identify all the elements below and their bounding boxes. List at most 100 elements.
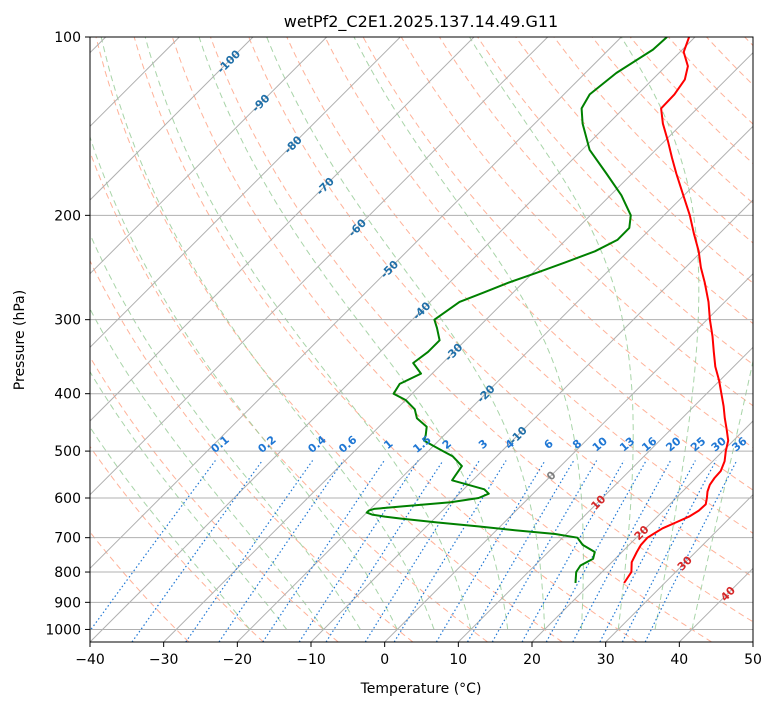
mixing-ratio-line	[545, 460, 647, 642]
isotherm-label: -20	[474, 382, 497, 405]
dry-adiabat	[515, 37, 753, 284]
dry-adiabat	[324, 37, 753, 491]
mixing-ratio-label: 3	[476, 437, 490, 452]
mixing-ratio-label: 1.5	[411, 433, 434, 455]
dry-adiabat	[95, 37, 563, 642]
y-tick-label: 400	[54, 387, 81, 403]
mixing-ratio-line	[298, 460, 419, 642]
moist-adiabat	[469, 37, 634, 630]
dewpoint-profile	[365, 37, 668, 584]
dry-adiabat	[210, 37, 753, 623]
moist-adiabat	[266, 37, 546, 630]
dry-adiabat	[477, 37, 753, 325]
isotherm-gridline	[310, 199, 753, 642]
isotherm-gridline	[90, 37, 696, 642]
mixing-ratio-line	[131, 460, 263, 642]
moist-adiabat	[90, 308, 324, 630]
dry-adiabat	[90, 531, 190, 642]
moist-adiabat	[198, 37, 509, 630]
moist-adiabat	[90, 370, 288, 630]
chart-title: wetPf2_C2E1.2025.137.14.49.G11	[284, 12, 558, 32]
mixing-ratio-line	[572, 460, 672, 642]
x-tick-label: −20	[223, 652, 253, 668]
moist-adiabat	[90, 426, 251, 630]
y-tick-label: 300	[54, 313, 81, 329]
y-tick-label: 600	[54, 491, 81, 507]
line-labels-layer: 0.1 0.2 0.4 0.6 1 1.5 2 3 4 6 8 10 13 16 20 25 30 36-100-…	[209, 47, 750, 604]
y-tick-label: 700	[54, 531, 81, 547]
axes-layer: −40 −30 −20 −10 0 10 20 30 40 5010020030040050060…	[45, 30, 762, 668]
isotherm-gridline	[90, 37, 475, 422]
mixing-ratio-line	[599, 460, 696, 642]
x-tick-label: −10	[296, 652, 326, 668]
isotherm-gridline	[384, 272, 753, 642]
isotherm-gridline	[90, 37, 254, 201]
grid-layer	[90, 37, 753, 642]
moist-adiabat	[691, 358, 753, 630]
mixing-ratio-line	[325, 460, 444, 642]
dry-adiabat	[133, 37, 638, 642]
moist-adiabat	[144, 37, 472, 630]
mixing-ratio-line	[218, 460, 344, 642]
isotherm-gridline	[531, 420, 753, 642]
dry-adiabat	[400, 37, 753, 407]
isotherm-label: -80	[282, 133, 305, 156]
mixing-ratio-line	[491, 460, 598, 642]
x-tick-label: 30	[597, 652, 615, 668]
x-tick-label: 20	[523, 652, 541, 668]
mixing-ratio-label: 0.6	[336, 433, 360, 456]
dry-adiabat	[90, 356, 339, 642]
isotherm-gridline	[90, 37, 549, 496]
mixing-ratio-line	[90, 460, 216, 632]
isotherm-gridline	[90, 37, 622, 570]
mixing-ratio-line	[466, 460, 575, 642]
moist-adiabat	[90, 135, 398, 630]
isotherm-gridline	[163, 51, 753, 642]
x-axis-label: Temperature (°C)	[360, 681, 482, 697]
x-tick-label: −30	[149, 652, 179, 668]
mixing-ratio-label: 0.4	[305, 433, 329, 456]
mixing-ratio-label: 0.1	[209, 433, 232, 455]
x-tick-label: 40	[670, 652, 688, 668]
y-axis-label: Pressure (hPa)	[12, 290, 28, 390]
isotherm-label: 10	[588, 492, 608, 512]
isotherm-gridline	[678, 567, 753, 642]
y-tick-label: 1000	[45, 622, 81, 638]
adiabats-layer	[90, 37, 753, 642]
y-tick-label: 900	[54, 595, 81, 611]
dry-adiabat	[90, 259, 414, 642]
dry-adiabat	[90, 150, 488, 642]
moist-adiabat	[353, 37, 584, 630]
y-tick-label: 200	[54, 208, 81, 224]
isotherm-gridline	[90, 37, 328, 275]
mixing-ratio-layer	[90, 460, 738, 642]
isotherm-gridline	[90, 37, 401, 349]
dry-adiabat	[744, 37, 753, 47]
x-tick-label: 50	[744, 652, 762, 668]
dry-adiabat	[591, 37, 753, 204]
isotherm-gridline	[457, 346, 753, 642]
isotherm-label: -100	[215, 47, 244, 76]
dry-adiabat	[248, 37, 753, 578]
moist-adiabat	[100, 37, 435, 630]
mixing-ratio-line	[644, 460, 738, 642]
dry-adiabat	[171, 37, 712, 642]
y-tick-label: 100	[54, 30, 81, 46]
x-tick-label: 0	[380, 652, 389, 668]
isotherm-gridline	[236, 125, 753, 642]
profiles-layer	[365, 37, 730, 584]
mixing-ratio-label: 8	[570, 437, 584, 452]
x-tick-label: 10	[449, 652, 467, 668]
moist-adiabat	[620, 37, 700, 630]
mixing-ratio-line	[185, 460, 314, 642]
dry-adiabat	[668, 37, 753, 125]
mixing-ratio-line	[364, 460, 480, 642]
plot-frame	[89, 36, 754, 643]
dry-adiabat	[629, 37, 753, 165]
dry-adiabat	[90, 445, 264, 642]
y-tick-label: 500	[54, 444, 81, 460]
mixing-ratio-line	[262, 460, 385, 642]
temperature-profile	[623, 37, 730, 584]
isotherm-gridline	[752, 641, 753, 642]
